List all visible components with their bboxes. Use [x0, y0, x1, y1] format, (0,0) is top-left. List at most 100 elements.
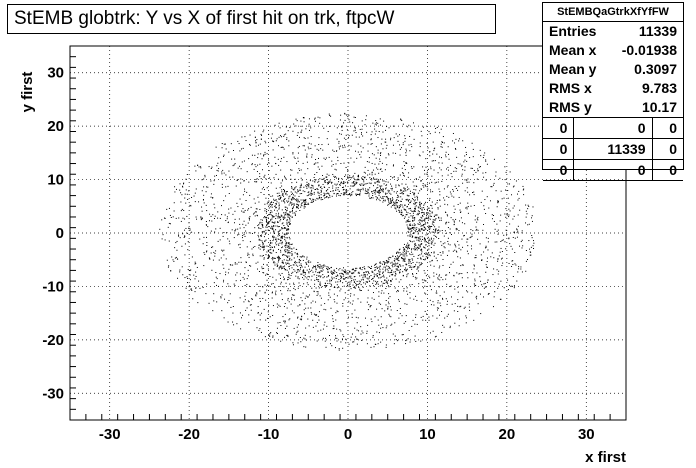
x-tick-label: 10 [419, 426, 436, 443]
scatter-point [195, 275, 197, 277]
scatter-point [221, 294, 223, 296]
scatter-point [385, 346, 387, 348]
scatter-point [280, 147, 282, 149]
scatter-point [457, 305, 459, 307]
scatter-point [267, 257, 269, 259]
scatter-point [375, 146, 377, 148]
scatter-point [253, 319, 255, 321]
scatter-point [433, 275, 435, 277]
scatter-point [342, 282, 344, 284]
scatter-point [464, 155, 466, 157]
scatter-point [371, 271, 373, 273]
scatter-point [382, 189, 384, 191]
scatter-point [421, 263, 423, 265]
scatter-point [215, 174, 217, 176]
scatter-point [434, 203, 436, 205]
scatter-point [413, 255, 415, 257]
scatter-point [340, 341, 342, 343]
scatter-point [344, 181, 346, 183]
scatter-point [326, 196, 328, 198]
scatter-point [407, 200, 409, 202]
scatter-point [467, 191, 469, 193]
scatter-point [484, 247, 486, 249]
scatter-point [266, 279, 268, 281]
scatter-point [390, 324, 392, 326]
scatter-point [382, 327, 384, 329]
scatter-point [296, 206, 298, 208]
scatter-point [336, 127, 338, 129]
scatter-point [352, 272, 354, 274]
scatter-point [297, 330, 299, 332]
scatter-point [255, 211, 257, 213]
scatter-point [517, 230, 519, 232]
scatter-point [278, 258, 280, 260]
scatter-point [425, 275, 427, 277]
scatter-point [507, 197, 509, 199]
scatter-point [270, 210, 272, 212]
scatter-point [289, 211, 291, 213]
scatter-point [392, 125, 394, 127]
scatter-point [273, 232, 275, 234]
scatter-point [340, 272, 342, 274]
scatter-point [253, 198, 255, 200]
scatter-point [390, 199, 392, 201]
scatter-point [431, 223, 433, 225]
scatter-point [376, 199, 378, 201]
scatter-point [380, 186, 382, 188]
scatter-point [303, 137, 305, 139]
scatter-point [282, 146, 284, 148]
scatter-point [295, 207, 297, 209]
scatter-point [379, 158, 381, 160]
scatter-point [424, 285, 426, 287]
scatter-point [499, 177, 501, 179]
scatter-point [363, 177, 365, 179]
scatter-point [393, 204, 395, 206]
scatter-point [477, 216, 479, 218]
scatter-point [302, 259, 304, 261]
scatter-point [302, 190, 304, 192]
scatter-point [395, 184, 397, 186]
scatter-point [169, 214, 171, 216]
scatter-point [380, 276, 382, 278]
scatter-point [455, 227, 457, 229]
scatter-point [263, 155, 265, 157]
scatter-point [356, 329, 358, 331]
scatter-point [293, 198, 295, 200]
scatter-point [401, 192, 403, 194]
scatter-point [417, 223, 419, 225]
scatter-point [356, 183, 358, 185]
scatter-point [390, 202, 392, 204]
scatter-point [325, 157, 327, 159]
scatter-point [271, 165, 273, 167]
scatter-point [437, 254, 439, 256]
scatter-point [254, 245, 256, 247]
scatter-point [175, 188, 177, 190]
scatter-point [453, 170, 455, 172]
scatter-point [214, 175, 216, 177]
scatter-point [373, 190, 375, 192]
scatter-point [275, 215, 277, 217]
scatter-point [291, 253, 293, 255]
scatter-point [518, 266, 520, 268]
scatter-point [291, 267, 293, 269]
scatter-point [397, 177, 399, 179]
scatter-point [455, 187, 457, 189]
scatter-point [367, 324, 369, 326]
scatter-point [274, 205, 276, 207]
scatter-point [372, 197, 374, 199]
scatter-point [301, 129, 303, 131]
scatter-point [395, 186, 397, 188]
scatter-point [205, 293, 207, 295]
scatter-point [278, 164, 280, 166]
scatter-point [339, 273, 341, 275]
scatter-point [436, 292, 438, 294]
scatter-point [272, 246, 274, 248]
scatter-point [439, 219, 441, 221]
scatter-point [291, 186, 293, 188]
scatter-points [159, 112, 535, 351]
overflow-cell: 0 [543, 138, 575, 160]
scatter-point [443, 197, 445, 199]
scatter-point [298, 136, 300, 138]
scatter-point [286, 228, 288, 230]
scatter-point [266, 226, 268, 228]
